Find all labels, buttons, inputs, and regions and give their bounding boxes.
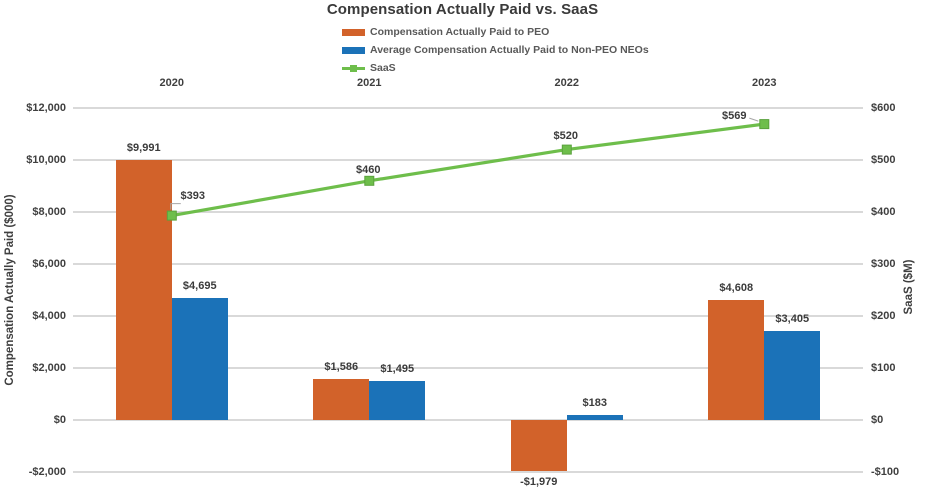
legend-label: SaaS [370, 62, 396, 74]
gridline [73, 263, 863, 265]
gridline [73, 419, 863, 421]
left-axis-tick-label: $8,000 [32, 206, 66, 218]
category-label-2021: 2021 [357, 77, 382, 89]
right-axis-tick-label: $0 [871, 414, 884, 426]
right-axis-tick-label: $600 [871, 102, 896, 114]
bar-value-label: $9,991 [126, 142, 161, 155]
category-label-2020: 2020 [159, 77, 184, 89]
right-axis-tick-label: $200 [871, 310, 896, 322]
right-axis-tick-label: $500 [871, 154, 896, 166]
bar-series1-2020 [115, 160, 172, 420]
legend-swatch-icon [342, 28, 365, 36]
legend-label: Average Compensation Actually Paid to No… [370, 44, 649, 56]
label-leader-line [749, 117, 759, 122]
left-axis-tick-label: $12,000 [26, 102, 66, 114]
saas-marker-2023 [759, 119, 770, 130]
bar-value-label: $4,695 [182, 279, 217, 292]
right-axis-tick-label: -$100 [871, 466, 900, 478]
gridline [73, 211, 863, 213]
chart-legend: Compensation Actually Paid to PEO Average… [342, 23, 649, 77]
saas-marker-2022 [561, 144, 572, 155]
saas-value-label: $460 [356, 163, 381, 176]
legend-line-marker-icon [342, 64, 365, 73]
category-label-2023: 2023 [752, 77, 777, 89]
saas-value-label: $569 [722, 110, 747, 123]
legend-item-1: Compensation Actually Paid to PEO [342, 23, 649, 41]
legend-label: Compensation Actually Paid to PEO [370, 26, 550, 38]
left-axis-tick-label: $6,000 [32, 258, 66, 270]
saas-value-label: $520 [553, 129, 578, 142]
right-axis-tick-label: $100 [871, 362, 896, 374]
bar-series1-2022 [510, 420, 567, 472]
saas-marker-2021 [364, 175, 375, 186]
saas-value-label: $393 [180, 189, 205, 202]
bar-value-label: $3,405 [775, 313, 810, 326]
right-axis-tick-label: $300 [871, 258, 896, 270]
bar-series2-2021 [369, 381, 426, 420]
category-label-2022: 2022 [554, 77, 579, 89]
bar-series2-2020 [171, 297, 228, 420]
label-leader-line [170, 203, 181, 210]
legend-line-square [350, 64, 357, 72]
bar-value-label: $4,608 [719, 282, 754, 295]
bar-series1-2021 [313, 378, 370, 420]
gridline [73, 471, 863, 473]
left-axis-tick-label: $0 [53, 414, 66, 426]
chart-title: Compensation Actually Paid vs. SaaS [326, 1, 599, 18]
legend-item-2: Average Compensation Actually Paid to No… [342, 41, 649, 59]
gridline [73, 315, 863, 317]
saas-line [171, 122, 765, 218]
saas-marker-2020 [166, 210, 177, 221]
right-axis-tick-label: $400 [871, 206, 896, 218]
bar-series2-2022 [566, 415, 623, 420]
gridline [73, 107, 863, 109]
legend-swatch-icon [342, 46, 365, 54]
bar-series2-2023 [764, 331, 821, 420]
left-axis-tick-label: $2,000 [32, 362, 66, 374]
left-axis-tick-label: -$2,000 [28, 466, 66, 478]
left-axis-tick-label: $10,000 [26, 154, 66, 166]
bar-series1-2023 [708, 300, 765, 420]
legend-item-3: SaaS [342, 59, 649, 77]
gridline [73, 367, 863, 369]
left-axis-tick-label: $4,000 [32, 310, 66, 322]
bar-value-label: $1,586 [324, 360, 359, 373]
bar-value-label: $183 [582, 397, 607, 410]
bar-value-label: $1,495 [380, 363, 415, 376]
gridline [73, 159, 863, 161]
bar-value-label: -$1,979 [520, 476, 558, 489]
